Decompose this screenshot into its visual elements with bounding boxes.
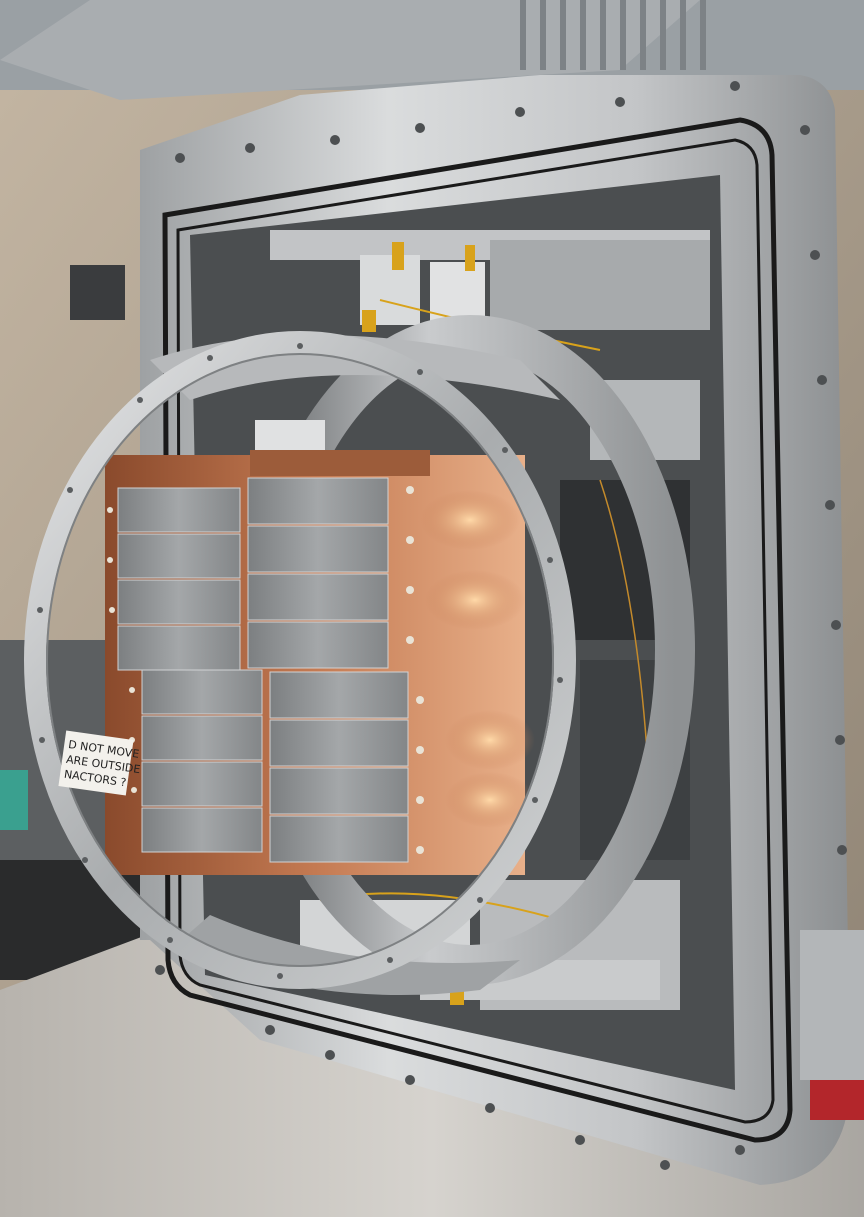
- wall-bracket: [70, 265, 125, 320]
- detector-module-upper-left: [117, 487, 241, 671]
- warning-note: D NOT MOVE ARE OUTSIDE NACTORS ?: [58, 730, 141, 796]
- detector-module-upper-right: [247, 477, 389, 669]
- front-ring-inner-edge: [46, 353, 554, 967]
- copper-glow: [420, 490, 535, 828]
- inner-gasket: [176, 138, 775, 1124]
- red-component: [810, 1080, 864, 1120]
- teal-box: [0, 770, 28, 830]
- mount-block: [255, 420, 325, 450]
- outer-gasket: [162, 117, 793, 1143]
- ring-bolt-holes: [37, 343, 563, 979]
- detector-module-lower-right: [269, 671, 409, 863]
- copper-screws: [107, 486, 424, 854]
- overhead-fins: [520, 0, 706, 70]
- detector-module-lower-left: [141, 669, 263, 853]
- right-edge-flange: [800, 930, 864, 1080]
- front-ring-flange: [24, 331, 576, 989]
- top-bracket: [250, 450, 430, 476]
